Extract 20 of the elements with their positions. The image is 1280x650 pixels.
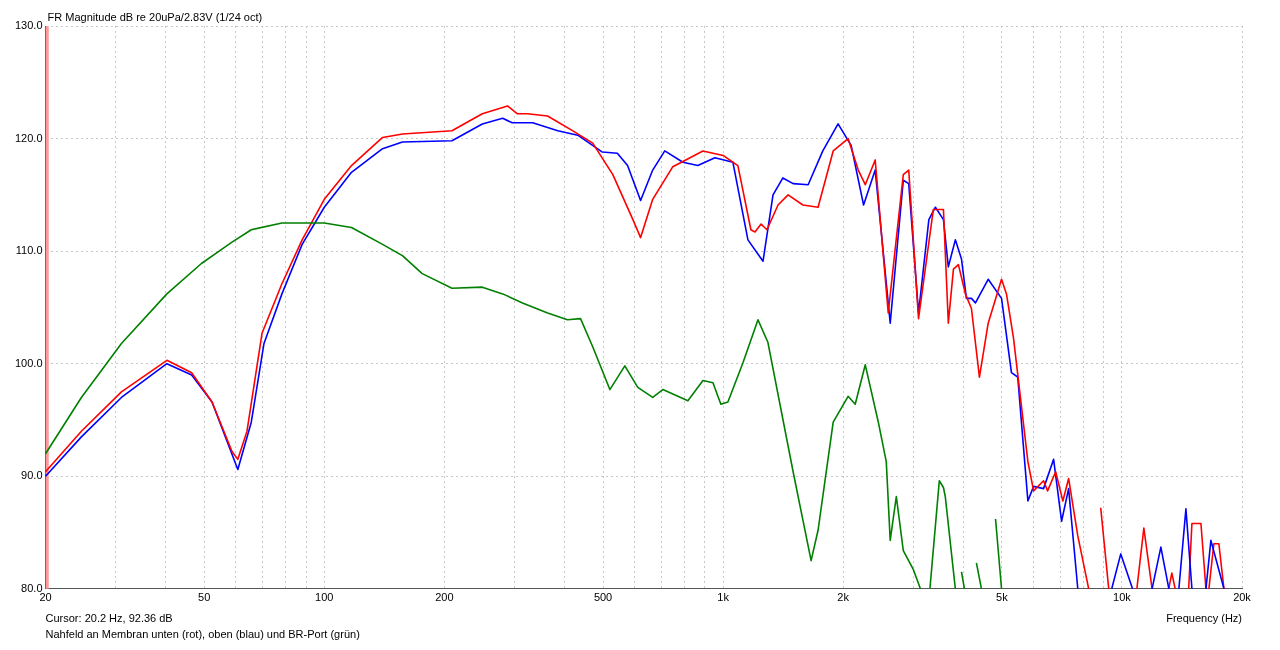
x-tick-label: 20k [1233, 591, 1252, 604]
y-tick-label: 110.0 [15, 244, 43, 257]
x-tick-label: 10k [1113, 591, 1132, 604]
x-tick-label: 200 [435, 591, 454, 604]
x-axis-title: Frequency (Hz) [1166, 611, 1242, 624]
y-tick-label: 120.0 [15, 131, 43, 144]
x-tick-label: 100 [315, 591, 334, 604]
text: Nahfeld an Membran unten (rot), oben (blau) und BR-Port (grün) [45, 627, 360, 640]
y-tick-label: 130.0 [15, 19, 43, 32]
text: Cursor: 20.2 Hz, 92.36 dB [45, 611, 173, 624]
x-tick-label: 50 [198, 591, 211, 604]
y-tick-label: 90.0 [21, 469, 43, 482]
x-tick-label: 5k [996, 591, 1009, 604]
y-tick-label: 80.0 [21, 581, 43, 594]
x-tick-label: 20 [39, 591, 52, 604]
y-tick-label: 100.0 [15, 356, 43, 369]
chart-title: FR Magnitude dB re 20uPa/2.83V (1/24 oct) [47, 11, 263, 23]
x-tick-label: 1k [717, 591, 730, 604]
x-tick-label: 500 [593, 591, 613, 604]
x-tick-label: 2k [837, 591, 850, 604]
